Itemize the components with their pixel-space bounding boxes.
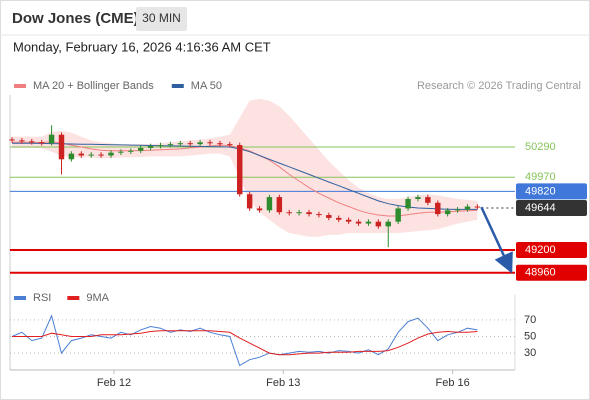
candle-body <box>425 197 431 203</box>
rsi-line <box>11 314 478 367</box>
candle-body <box>266 197 273 211</box>
level-label: 48960 <box>525 267 556 279</box>
candle-body <box>48 134 55 144</box>
candle-body <box>227 144 233 146</box>
candle-body <box>464 206 471 210</box>
candle-body <box>128 150 134 152</box>
candle-body <box>474 206 481 208</box>
ma-line <box>12 142 478 210</box>
interval-label[interactable]: 30 MIN <box>142 11 181 25</box>
candle-body <box>415 197 421 199</box>
candle-body <box>405 198 411 209</box>
candle-body <box>108 152 114 156</box>
interval-button[interactable] <box>136 7 187 31</box>
candle-body <box>316 214 322 216</box>
candle-body <box>444 210 451 215</box>
candle-body <box>187 143 193 145</box>
legend-swatch <box>14 296 26 300</box>
candle-body <box>177 143 184 145</box>
level-label: 49200 <box>525 244 556 256</box>
candle-body <box>256 208 263 211</box>
candle-body <box>197 142 203 145</box>
candle-body <box>98 154 104 156</box>
candle-body <box>9 139 15 141</box>
candle-body <box>375 221 382 227</box>
candle-body <box>385 221 391 227</box>
candle-body <box>296 212 302 214</box>
candle-body <box>237 145 243 195</box>
candle-body <box>395 208 401 222</box>
candle-body <box>336 217 342 220</box>
y-tick-label: 30 <box>524 347 536 359</box>
candle-body <box>88 154 94 156</box>
candle-body <box>38 142 45 144</box>
x-tick-label: Feb 13 <box>266 377 300 389</box>
y-tick-label: 70 <box>524 314 536 326</box>
candle-body <box>137 147 144 151</box>
candle-body <box>167 144 174 146</box>
candle-body <box>326 215 332 218</box>
legend-swatch <box>67 296 80 300</box>
candle-body <box>68 153 75 160</box>
x-tick-label: Feb 12 <box>97 377 131 389</box>
legend-swatch <box>14 84 26 88</box>
candle-body <box>147 146 154 148</box>
forecast-arrow <box>480 206 513 274</box>
legend-label: RSI <box>33 292 51 304</box>
bollinger-band <box>12 98 478 237</box>
candle-body <box>19 140 25 142</box>
level-box <box>516 183 587 200</box>
candle-body <box>355 221 362 224</box>
candle-body <box>217 143 223 145</box>
candle-body <box>58 134 65 160</box>
candle-body <box>29 141 35 143</box>
legend-swatch <box>171 84 184 88</box>
candle-body <box>365 221 372 224</box>
level-box <box>516 264 587 281</box>
candle-body <box>345 219 352 222</box>
candle-body <box>118 151 124 153</box>
legend-label: MA 50 <box>191 80 222 92</box>
legend-label: MA 20 + Bollinger Bands <box>33 80 154 92</box>
candle-body <box>454 209 461 211</box>
timestamp: Monday, February 16, 2026 4:16:36 AM CET <box>13 39 271 54</box>
candle-body <box>286 212 292 214</box>
level-label: 50290 <box>525 141 556 153</box>
level-box <box>516 242 587 259</box>
level-box <box>516 200 587 217</box>
candle-body <box>207 142 213 144</box>
candle-body <box>306 212 312 215</box>
y-tick-label: 50 <box>524 330 536 342</box>
copyright: Research © 2026 Trading Central <box>417 80 581 92</box>
candle-body <box>157 145 164 147</box>
legend-label: 9MA <box>86 292 109 304</box>
rsi-line <box>12 330 478 356</box>
candle-body <box>78 153 85 156</box>
level-label: 49970 <box>525 171 556 183</box>
title: Dow Jones (CME) <box>12 10 139 27</box>
level-label: 49820 <box>525 185 556 197</box>
level-label: 49644 <box>525 202 556 214</box>
candle-body <box>246 194 253 209</box>
candle-body <box>276 197 283 213</box>
candle-body <box>435 202 441 215</box>
x-tick-label: Feb 16 <box>435 377 469 389</box>
